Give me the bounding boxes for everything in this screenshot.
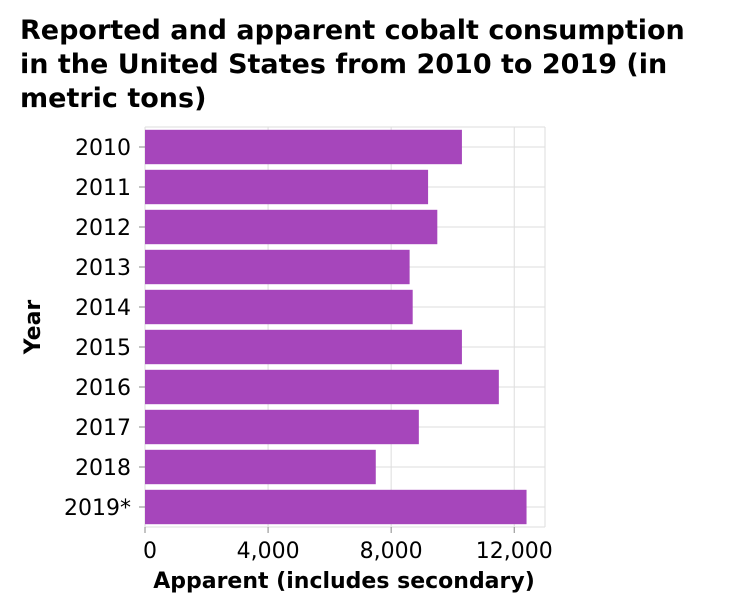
bar-2018 [145, 449, 376, 485]
x-axis-ticks: 0 4,000 8,000 12,000 [143, 527, 553, 564]
y-tick-label: 2017 [75, 416, 131, 441]
bar-2015 [145, 329, 462, 365]
y-tick-label: 2019* [64, 496, 131, 521]
bar-layer [145, 129, 527, 525]
bar-2011 [145, 169, 429, 205]
y-tick-label: 2010 [75, 136, 131, 161]
x-tick-label: 0 [143, 539, 157, 564]
x-tick-label: 8,000 [360, 539, 423, 564]
y-axis-ticks: 2010 2011 2012 2013 2014 2015 2016 2017 2018 2019… [64, 136, 145, 521]
bar-2013 [145, 249, 410, 285]
bar-2014 [145, 289, 413, 325]
y-tick-label: 2014 [75, 296, 131, 321]
y-tick-label: 2015 [75, 336, 131, 361]
y-tick-label: 2012 [75, 216, 131, 241]
bar-2012 [145, 209, 438, 245]
bar-2017 [145, 409, 419, 445]
bar-2019-star [145, 489, 527, 525]
y-tick-label: 2013 [75, 256, 131, 281]
y-tick-label: 2018 [75, 456, 131, 481]
x-tick-label: 12,000 [476, 539, 553, 564]
bar-2016 [145, 369, 499, 405]
y-tick-label: 2016 [75, 376, 131, 401]
y-axis-title: Year [21, 300, 46, 356]
chart-title: Reported and apparent cobalt consumption… [20, 15, 685, 114]
y-tick-label: 2011 [75, 176, 131, 201]
x-axis-title: Apparent (includes secondary) [153, 569, 535, 594]
bar-2010 [145, 129, 462, 165]
x-tick-label: 4,000 [237, 539, 300, 564]
